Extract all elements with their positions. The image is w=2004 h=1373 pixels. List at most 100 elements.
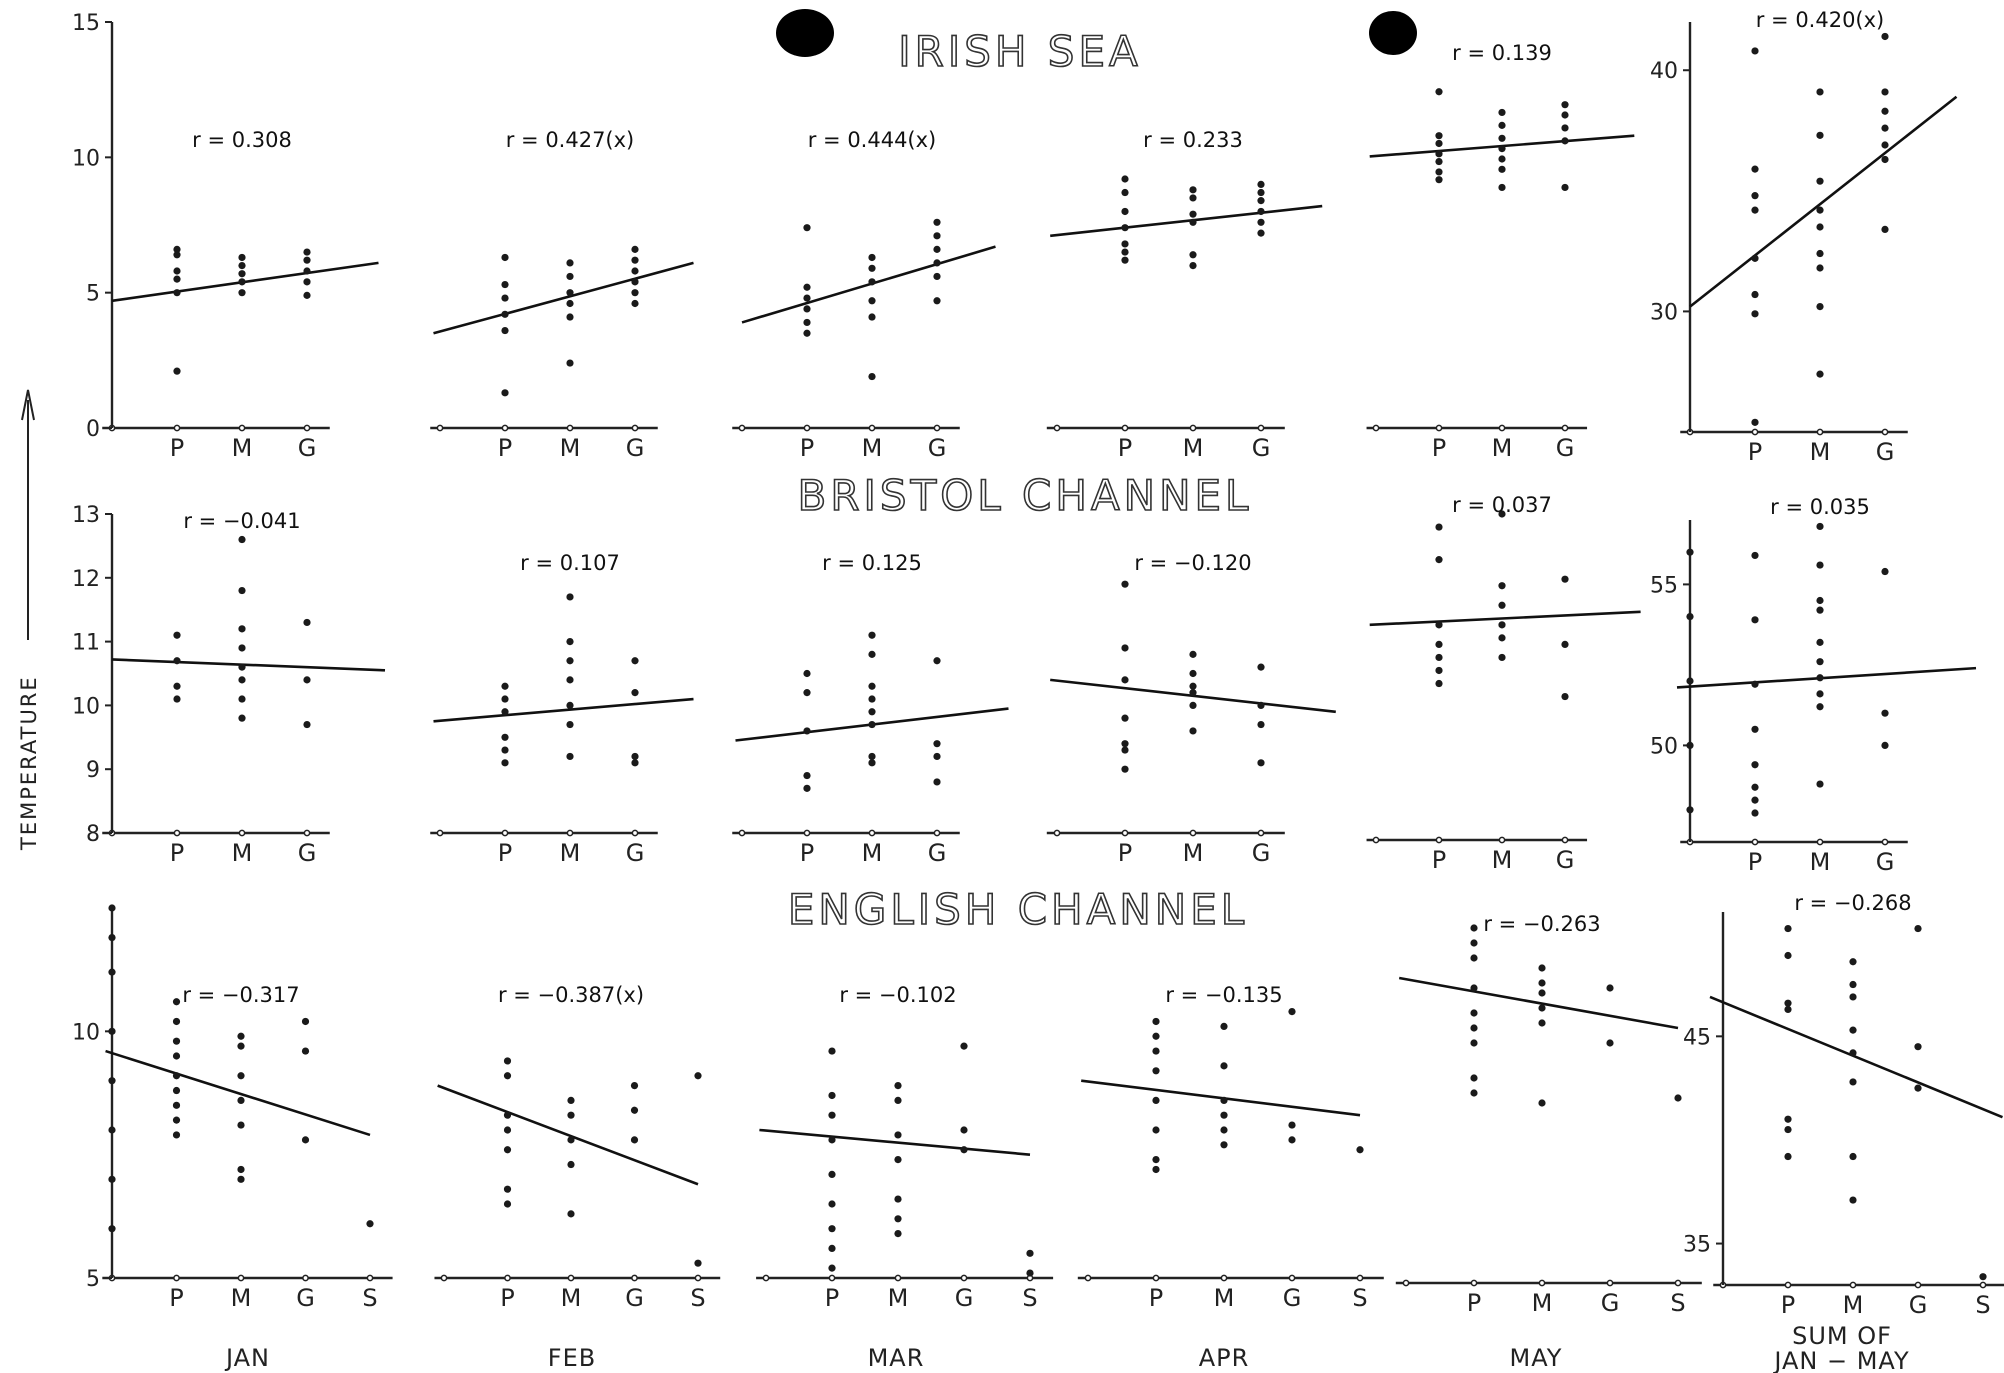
data-point — [567, 1210, 575, 1218]
data-point — [1435, 523, 1443, 531]
data-point — [173, 245, 181, 253]
y-tick-label: 9 — [86, 758, 100, 783]
x-tick-label-m: M — [560, 839, 581, 867]
regression-line — [1676, 666, 1977, 689]
correlation-label: r = −0.317 — [182, 983, 299, 1007]
data-point — [1538, 989, 1546, 997]
data-point — [173, 289, 181, 297]
data-point — [238, 270, 246, 278]
data-point — [1751, 418, 1759, 426]
x-axis-node — [1881, 428, 1889, 436]
data-point — [238, 676, 246, 684]
data-point — [1257, 180, 1265, 188]
correlation-label: r = −0.387(x) — [498, 983, 644, 1007]
data-point — [173, 695, 181, 703]
x-tick-label-m: M — [1810, 438, 1831, 466]
data-point — [1686, 548, 1694, 556]
data-point — [1470, 1039, 1478, 1047]
data-point — [1435, 176, 1443, 184]
data-point — [1816, 658, 1824, 666]
data-point — [1189, 210, 1197, 218]
data-point — [694, 1072, 702, 1080]
x-tick-label-m: M — [1532, 1289, 1553, 1317]
data-point — [566, 676, 574, 684]
data-point — [1470, 924, 1478, 932]
data-point — [1751, 47, 1759, 55]
data-point — [1435, 556, 1443, 564]
data-point — [933, 740, 941, 748]
data-point — [1751, 310, 1759, 318]
data-point — [1152, 1017, 1160, 1026]
data-point — [1121, 188, 1129, 197]
x-axis-node — [1257, 829, 1265, 837]
data-point — [1538, 1019, 1546, 1027]
panel-4: P M Gr = 0.233 — [1046, 128, 1323, 462]
data-point — [1816, 370, 1824, 378]
data-point — [237, 1042, 245, 1050]
panel-13: 5 10 P M G Sr = −0.317 — [72, 904, 393, 1312]
regression-line — [111, 658, 386, 672]
data-point — [501, 294, 509, 302]
data-point — [1257, 720, 1265, 729]
data-point — [1189, 727, 1197, 735]
x-tick-label-s: S — [1352, 1284, 1367, 1312]
data-point — [894, 1195, 902, 1203]
x-tick-label-g: G — [928, 839, 947, 867]
data-point — [1561, 692, 1569, 701]
data-point — [1257, 218, 1265, 226]
data-point — [1751, 761, 1759, 769]
x-axis-node — [1084, 1274, 1092, 1282]
data-point — [803, 224, 811, 232]
column-label-sum-line1: SUM OF — [1792, 1322, 1892, 1350]
x-axis-node — [631, 829, 639, 837]
data-point — [1189, 194, 1197, 202]
data-point — [1498, 155, 1506, 163]
data-point — [1816, 249, 1824, 258]
data-point — [1470, 1024, 1478, 1032]
x-tick-label-g: G — [625, 1284, 644, 1312]
data-point — [868, 297, 876, 305]
data-point — [1686, 613, 1694, 621]
correlation-label: r = 0.444(x) — [808, 128, 937, 152]
data-point — [1435, 139, 1443, 148]
data-point — [566, 657, 574, 665]
x-tick-label-m: M — [1492, 434, 1513, 462]
data-point — [933, 272, 941, 281]
data-point — [1538, 979, 1546, 987]
x-axis-node — [237, 1274, 245, 1282]
data-point — [1470, 1009, 1478, 1017]
data-point — [1498, 621, 1506, 629]
data-point — [1498, 108, 1506, 117]
data-point — [803, 294, 811, 302]
data-point — [566, 701, 574, 710]
data-point — [1816, 780, 1824, 788]
x-axis-node — [868, 424, 876, 432]
data-point — [868, 695, 876, 703]
x-axis-node — [303, 424, 311, 432]
data-point — [1538, 964, 1546, 972]
data-point — [1189, 262, 1197, 270]
data-point — [1189, 669, 1197, 678]
x-tick-label-p: P — [1432, 434, 1446, 462]
data-point — [567, 1096, 575, 1104]
x-axis-node — [1538, 1279, 1546, 1287]
data-point — [172, 1037, 181, 1045]
data-point — [1288, 1136, 1296, 1144]
y-tick-label: 5 — [86, 282, 100, 307]
data-point — [1881, 32, 1889, 41]
data-point — [1816, 703, 1824, 711]
data-point — [1849, 1196, 1857, 1204]
x-axis-node — [894, 1274, 902, 1282]
data-point — [301, 1017, 310, 1026]
data-point — [503, 1057, 512, 1065]
x-axis-node — [1220, 1274, 1228, 1282]
panel-7: 8 9 10 11 12 13 P M Gr = −0.041 — [72, 503, 386, 867]
data-point — [1784, 924, 1792, 933]
data-point — [1979, 1273, 1987, 1281]
data-point — [1121, 256, 1129, 264]
panel-3: P M Gr = 0.444(x) — [732, 128, 996, 462]
data-point — [1121, 765, 1129, 773]
data-point — [1189, 689, 1197, 697]
x-axis-node — [238, 829, 246, 837]
data-point — [1498, 634, 1506, 642]
